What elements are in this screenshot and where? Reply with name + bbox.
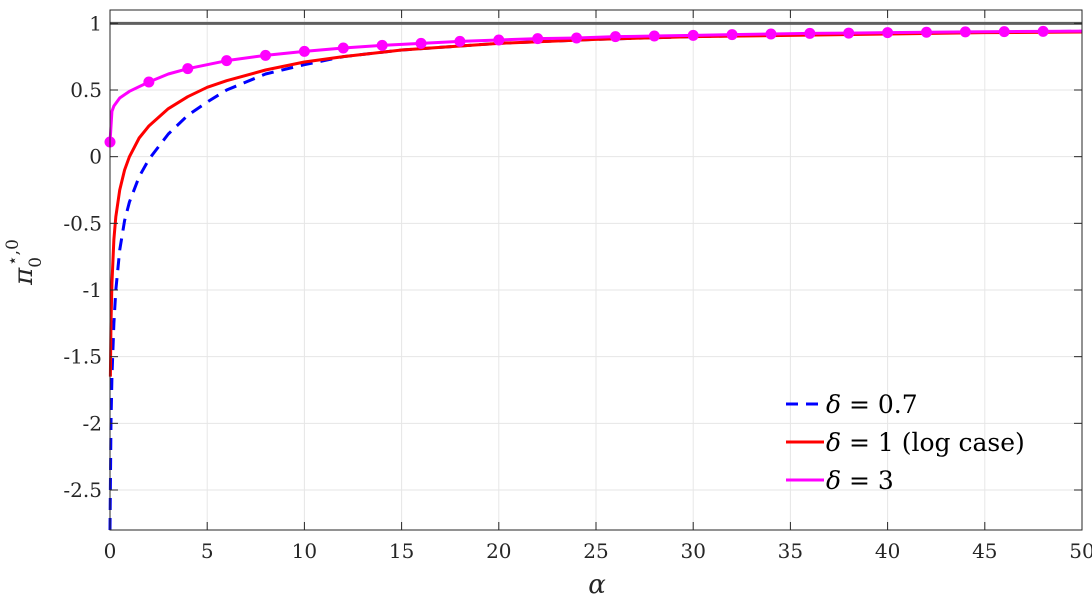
x-tick-label: 0 <box>104 539 117 563</box>
legend-entry-label: = 3 <box>841 466 894 495</box>
y-tick-labels: -2.5 -2 -1.5 -1 -0.5 0 0.5 1 <box>63 11 102 502</box>
series-2 <box>104 25 1083 148</box>
series-marker <box>648 30 660 42</box>
y-axis-label-main: π <box>9 267 39 286</box>
y-tick-label: -1.5 <box>63 345 102 369</box>
series-marker <box>454 35 466 47</box>
x-tick-label: 15 <box>389 539 414 563</box>
legend-entry-symbol: δ <box>826 390 841 419</box>
series-marker <box>804 27 816 39</box>
series-marker <box>765 28 777 40</box>
legend-entry-symbol: δ <box>826 428 841 457</box>
series-marker <box>143 76 155 88</box>
series-marker <box>920 26 932 38</box>
series-marker <box>221 55 233 67</box>
legend-entry-label: = 1 (log case) <box>841 428 1025 457</box>
svg-text:π0⋆,0: π0⋆,0 <box>3 239 46 286</box>
x-axis-label: α <box>588 570 606 600</box>
y-tick-label: -1 <box>83 278 102 302</box>
legend-entry: δ = 1 (log case) <box>826 428 1025 457</box>
series-marker <box>337 42 349 54</box>
x-tick-label: 20 <box>486 539 511 563</box>
series-marker <box>998 26 1010 38</box>
y-axis-label: π0⋆,0 <box>3 239 46 286</box>
y-axis-label-sup: ⋆,0 <box>3 239 23 266</box>
series-marker <box>571 32 583 44</box>
y-tick-label: 0 <box>89 145 102 169</box>
series-marker <box>1037 25 1049 37</box>
y-axis-label-sub: 0 <box>26 257 46 268</box>
y-tick-label: -2 <box>83 411 102 435</box>
legend-entry: δ = 3 <box>826 466 894 495</box>
x-tick-label: 45 <box>972 539 997 563</box>
series-marker <box>493 34 505 46</box>
legend-entry-symbol: δ <box>826 466 841 495</box>
y-tick-label: 0.5 <box>70 78 102 102</box>
ticks <box>109 10 1083 530</box>
series-marker <box>260 49 272 61</box>
legend-entry-label: = 0.7 <box>841 390 918 419</box>
series-marker <box>376 39 388 51</box>
series-marker <box>959 26 971 38</box>
legend: δ = 0.7δ = 1 (log case)δ = 3 <box>786 390 1025 495</box>
y-tick-label: -0.5 <box>63 211 102 235</box>
series-marker <box>415 37 427 49</box>
x-tick-label: 25 <box>583 539 608 563</box>
plot-area <box>104 9 1083 531</box>
x-tick-label: 5 <box>201 539 214 563</box>
series-marker <box>609 31 621 43</box>
series-marker <box>687 29 699 41</box>
y-tick-label: -2.5 <box>63 478 102 502</box>
series-marker <box>182 63 194 75</box>
x-tick-label: 10 <box>292 539 317 563</box>
series-marker <box>726 29 738 41</box>
series-marker <box>843 27 855 39</box>
x-tick-label: 30 <box>680 539 705 563</box>
series-marker <box>882 27 894 39</box>
series-marker <box>298 45 310 57</box>
series-marker <box>532 33 544 45</box>
y-tick-label: 1 <box>89 11 102 35</box>
legend-entry: δ = 0.7 <box>826 390 918 419</box>
x-tick-labels: 0 5 10 15 20 25 30 35 40 45 50 <box>104 539 1092 563</box>
x-tick-label: 50 <box>1069 539 1092 563</box>
x-tick-label: 40 <box>875 539 900 563</box>
x-tick-label: 35 <box>778 539 803 563</box>
